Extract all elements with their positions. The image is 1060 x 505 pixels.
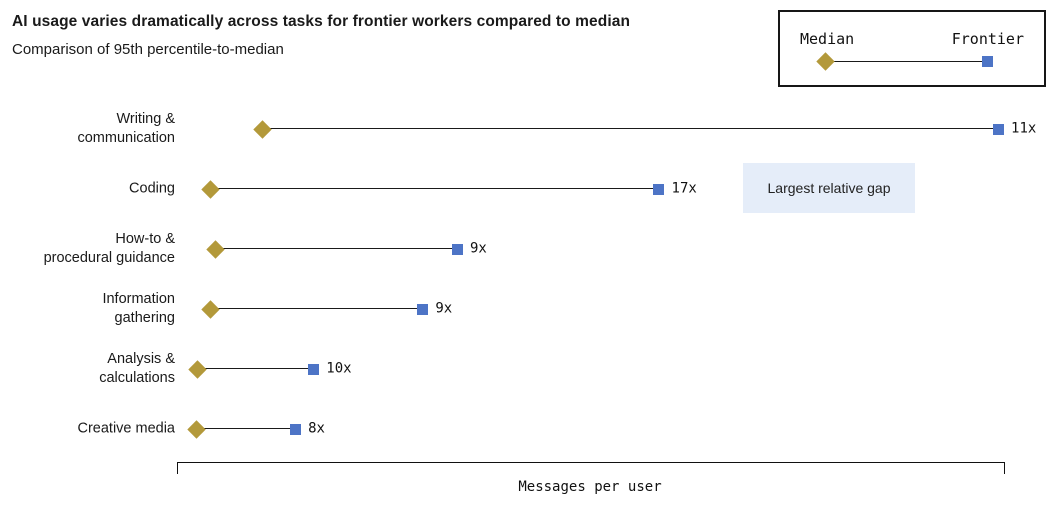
chart-subtitle: Comparison of 95th percentile-to-median [12,41,284,58]
legend-box: Median Frontier [778,10,1046,87]
category-label: How-to & procedural guidance [43,231,175,266]
category-label: Writing & communication [77,111,175,146]
category-label: Coding [129,180,175,197]
category-label: Analysis & calculations [99,351,175,386]
ratio-label: 9x [470,240,487,257]
legend-frontier-label: Frontier [951,30,1024,48]
median-diamond-marker [187,419,207,439]
median-diamond-marker [188,359,207,379]
ratio-label: 17x [671,180,697,197]
legend-median-label: Median [800,30,855,48]
dumbbell-line [197,368,314,370]
dumbbell-line [210,308,423,310]
annotation-largest-gap: Largest relative gap [743,163,915,213]
chart-title: AI usage varies dramatically across task… [12,13,631,30]
dumbbell-line [262,128,999,130]
dumbbell-line [210,188,659,190]
category-label: Information gathering [102,291,175,326]
frontier-square-marker [992,123,1004,135]
ratio-label: 10x [326,360,352,377]
ratio-label: 8x [308,420,325,437]
frontier-square-marker [451,243,463,255]
x-axis-bracket [177,462,1005,474]
dumbbell-line [196,428,296,430]
ratio-label: 11x [1011,120,1037,137]
x-axis-label: Messages per user [518,479,662,495]
dumbbell-line [215,248,457,250]
frontier-square-marker [307,363,319,375]
legend-frontier-square-icon [982,56,993,67]
category-label: Creative media [77,420,175,437]
median-diamond-marker [206,239,226,259]
legend-connector-line [825,61,987,62]
median-diamond-marker [252,119,272,139]
median-diamond-marker [200,299,220,319]
frontier-square-marker [416,303,428,315]
frontier-square-marker [289,423,301,435]
frontier-square-marker [653,183,665,195]
median-diamond-marker [201,179,221,199]
ratio-label: 9x [435,300,453,317]
